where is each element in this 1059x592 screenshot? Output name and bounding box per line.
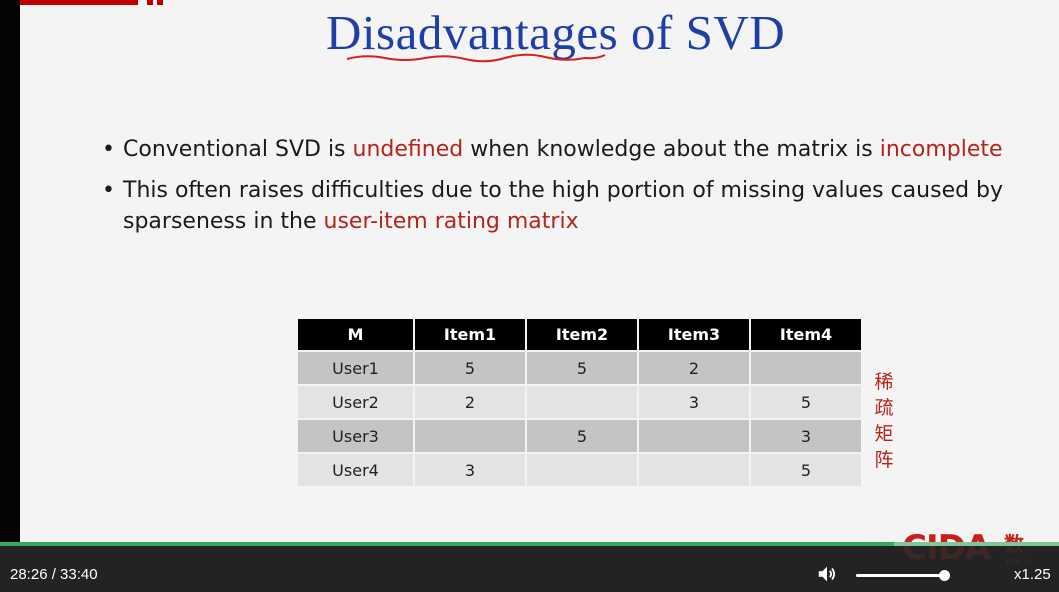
rating-cell: 3 — [415, 454, 525, 486]
player-control-bar: 28:26 / 33:40 x1.25 — [0, 546, 1059, 592]
rating-cell: 2 — [415, 386, 525, 418]
row-label-cell: User4 — [298, 454, 413, 486]
sparse-label-char: 矩 — [874, 423, 894, 445]
rating-cell: 5 — [751, 386, 861, 418]
rating-cell — [527, 454, 637, 486]
speaker-icon[interactable] — [816, 563, 838, 585]
table-header-cell: Item1 — [415, 319, 525, 350]
highlighted-term: incomplete — [879, 137, 1003, 162]
table-row: User3 5 3 — [298, 420, 861, 452]
rating-cell: 2 — [639, 352, 749, 384]
video-progress-fill — [0, 542, 894, 546]
rating-cell: 5 — [751, 454, 861, 486]
table-header-cell: Item2 — [527, 319, 637, 350]
rating-cell: 5 — [527, 420, 637, 452]
bullet-text: This often raises difficulties due to th… — [123, 178, 1004, 234]
bullet-text: Conventional SVD is — [123, 137, 353, 162]
highlighted-term: user-item rating matrix — [323, 209, 579, 234]
playback-speed-button[interactable]: x1.25 — [1014, 566, 1051, 583]
volume-slider[interactable] — [856, 570, 950, 581]
time-display: 28:26 / 33:40 — [10, 566, 98, 583]
top-accent-mark — [157, 0, 163, 5]
volume-slider-handle[interactable] — [939, 570, 950, 581]
sparse-label-char: 阵 — [874, 449, 894, 471]
rating-cell — [639, 454, 749, 486]
sparse-label-char: 疏 — [874, 397, 894, 419]
row-label-cell: User3 — [298, 420, 413, 452]
slide-frame: Disadvantages of SVD Conventional SVD is… — [20, 0, 1059, 542]
table-header-row: M Item1 Item2 Item3 Item4 — [298, 319, 861, 350]
row-label-cell: User1 — [298, 352, 413, 384]
sparse-label-char: 稀 — [874, 371, 894, 393]
rating-cell — [527, 386, 637, 418]
row-label-cell: User2 — [298, 386, 413, 418]
slide-title: Disadvantages of SVD — [326, 5, 786, 60]
left-letterbox — [0, 0, 20, 545]
table-row: User2 2 3 5 — [298, 386, 861, 418]
bullet-item: This often raises difficulties due to th… — [102, 175, 1052, 237]
table-header-cell: Item4 — [751, 319, 861, 350]
volume-slider-fill — [856, 574, 944, 577]
rating-cell — [415, 420, 525, 452]
table-header-cell: M — [298, 319, 413, 350]
table-header-cell: Item3 — [639, 319, 749, 350]
highlighted-term: undefined — [352, 137, 464, 162]
video-progress-bar[interactable] — [0, 542, 1059, 546]
rating-cell: 5 — [527, 352, 637, 384]
rating-cell — [751, 352, 861, 384]
top-accent-mark — [147, 0, 153, 5]
rating-cell: 3 — [639, 386, 749, 418]
rating-cell: 5 — [415, 352, 525, 384]
bullet-item: Conventional SVD is undefined when knowl… — [102, 134, 1052, 165]
bullet-text: when knowledge about the matrix is — [463, 137, 880, 162]
rating-cell: 3 — [751, 420, 861, 452]
rating-matrix-table: M Item1 Item2 Item3 Item4 User1 5 5 2 User2 2 3 5 Us… — [296, 317, 863, 488]
title-underline-annotation — [346, 53, 606, 63]
table-row: User1 5 5 2 — [298, 352, 861, 384]
top-accent-bar — [20, 0, 138, 5]
sparse-matrix-label: 稀疏矩阵 — [872, 369, 896, 473]
table-row: User4 3 5 — [298, 454, 861, 486]
bullet-list: Conventional SVD is undefined when knowl… — [102, 134, 1052, 247]
rating-cell — [639, 420, 749, 452]
